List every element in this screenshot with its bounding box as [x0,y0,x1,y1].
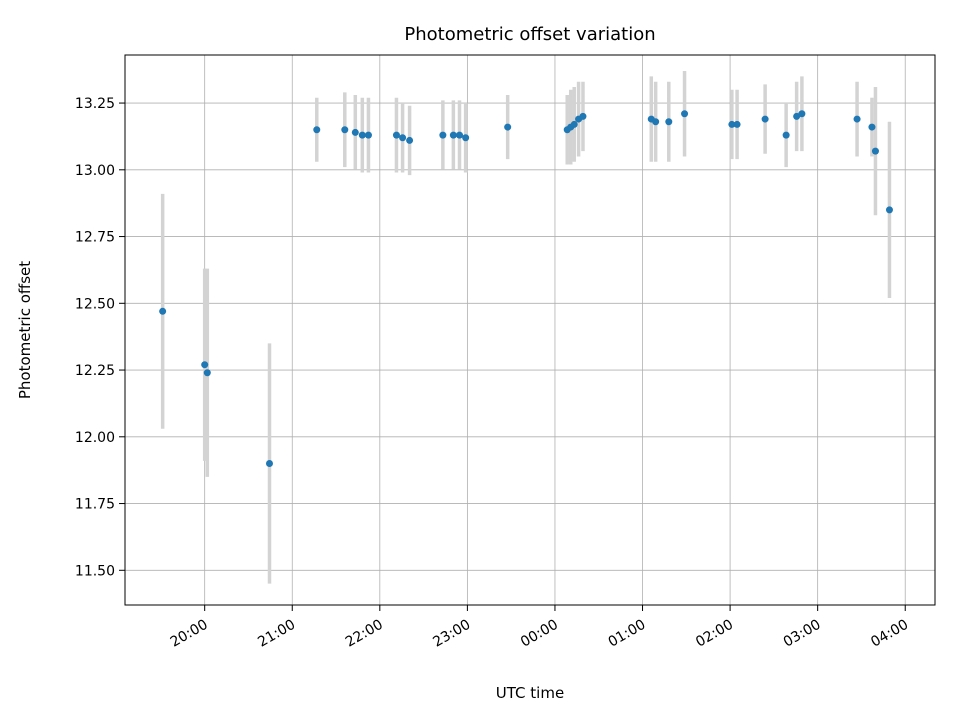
plot-border [124,54,936,606]
data-point [733,120,741,128]
x-tick-label: 00:00 [518,617,561,651]
data-point [313,126,321,134]
y-tick-label: 13.25 [75,96,115,112]
error-bars [160,71,892,584]
x-axis-label: UTC time [496,684,564,702]
y-axis-ticks: 11.50 11.75 12.00 12.25 12.50 12.75 13.00 13.25 [75,96,125,579]
data-point [885,206,893,214]
y-tick-label: 12.50 [75,296,115,312]
data-points [159,110,893,467]
data-point [449,131,457,139]
data-point [406,136,414,144]
data-point [456,131,464,139]
data-point [364,131,372,139]
x-tick-label: 21:00 [255,617,298,651]
chart-title: Photometric offset variation [404,24,655,45]
data-point [439,131,447,139]
data-point [399,134,407,142]
data-point [871,147,879,155]
data-point [351,128,359,136]
x-tick-label: 23:00 [430,617,473,651]
data-point [761,115,769,123]
data-point [392,131,400,139]
data-point [868,123,876,131]
data-point [681,110,689,118]
data-point [793,112,801,120]
data-point [782,131,790,139]
data-point [579,112,587,120]
y-tick-label: 12.75 [75,230,115,246]
data-point [728,120,736,128]
x-tick-label: 22:00 [343,617,386,651]
x-axis-ticks: 20:00 21:00 22:00 23:00 00:00 01:00 02:00 03:00… [168,605,911,651]
y-tick-label: 13.00 [75,163,115,179]
data-point [665,118,673,126]
y-tick-label: 12.00 [75,430,115,446]
data-point [570,120,578,128]
y-axis-label: Photometric offset [16,261,34,399]
x-tick-label: 01:00 [606,617,649,651]
x-tick-label: 04:00 [868,617,911,651]
data-point [201,361,209,369]
grid-lines [125,55,935,605]
data-point [358,131,366,139]
x-tick-label: 20:00 [168,617,211,651]
data-point [462,134,470,142]
data-point [341,126,349,134]
x-tick-label: 02:00 [693,617,736,651]
y-tick-label: 11.75 [75,497,115,513]
data-point [203,369,211,377]
data-point [652,118,660,126]
data-point [853,115,861,123]
data-point [504,123,512,131]
y-tick-label: 11.50 [75,563,115,579]
data-point [798,110,806,118]
data-point [265,459,273,467]
data-point [159,307,167,315]
x-tick-label: 03:00 [781,617,824,651]
y-tick-label: 12.25 [75,363,115,379]
